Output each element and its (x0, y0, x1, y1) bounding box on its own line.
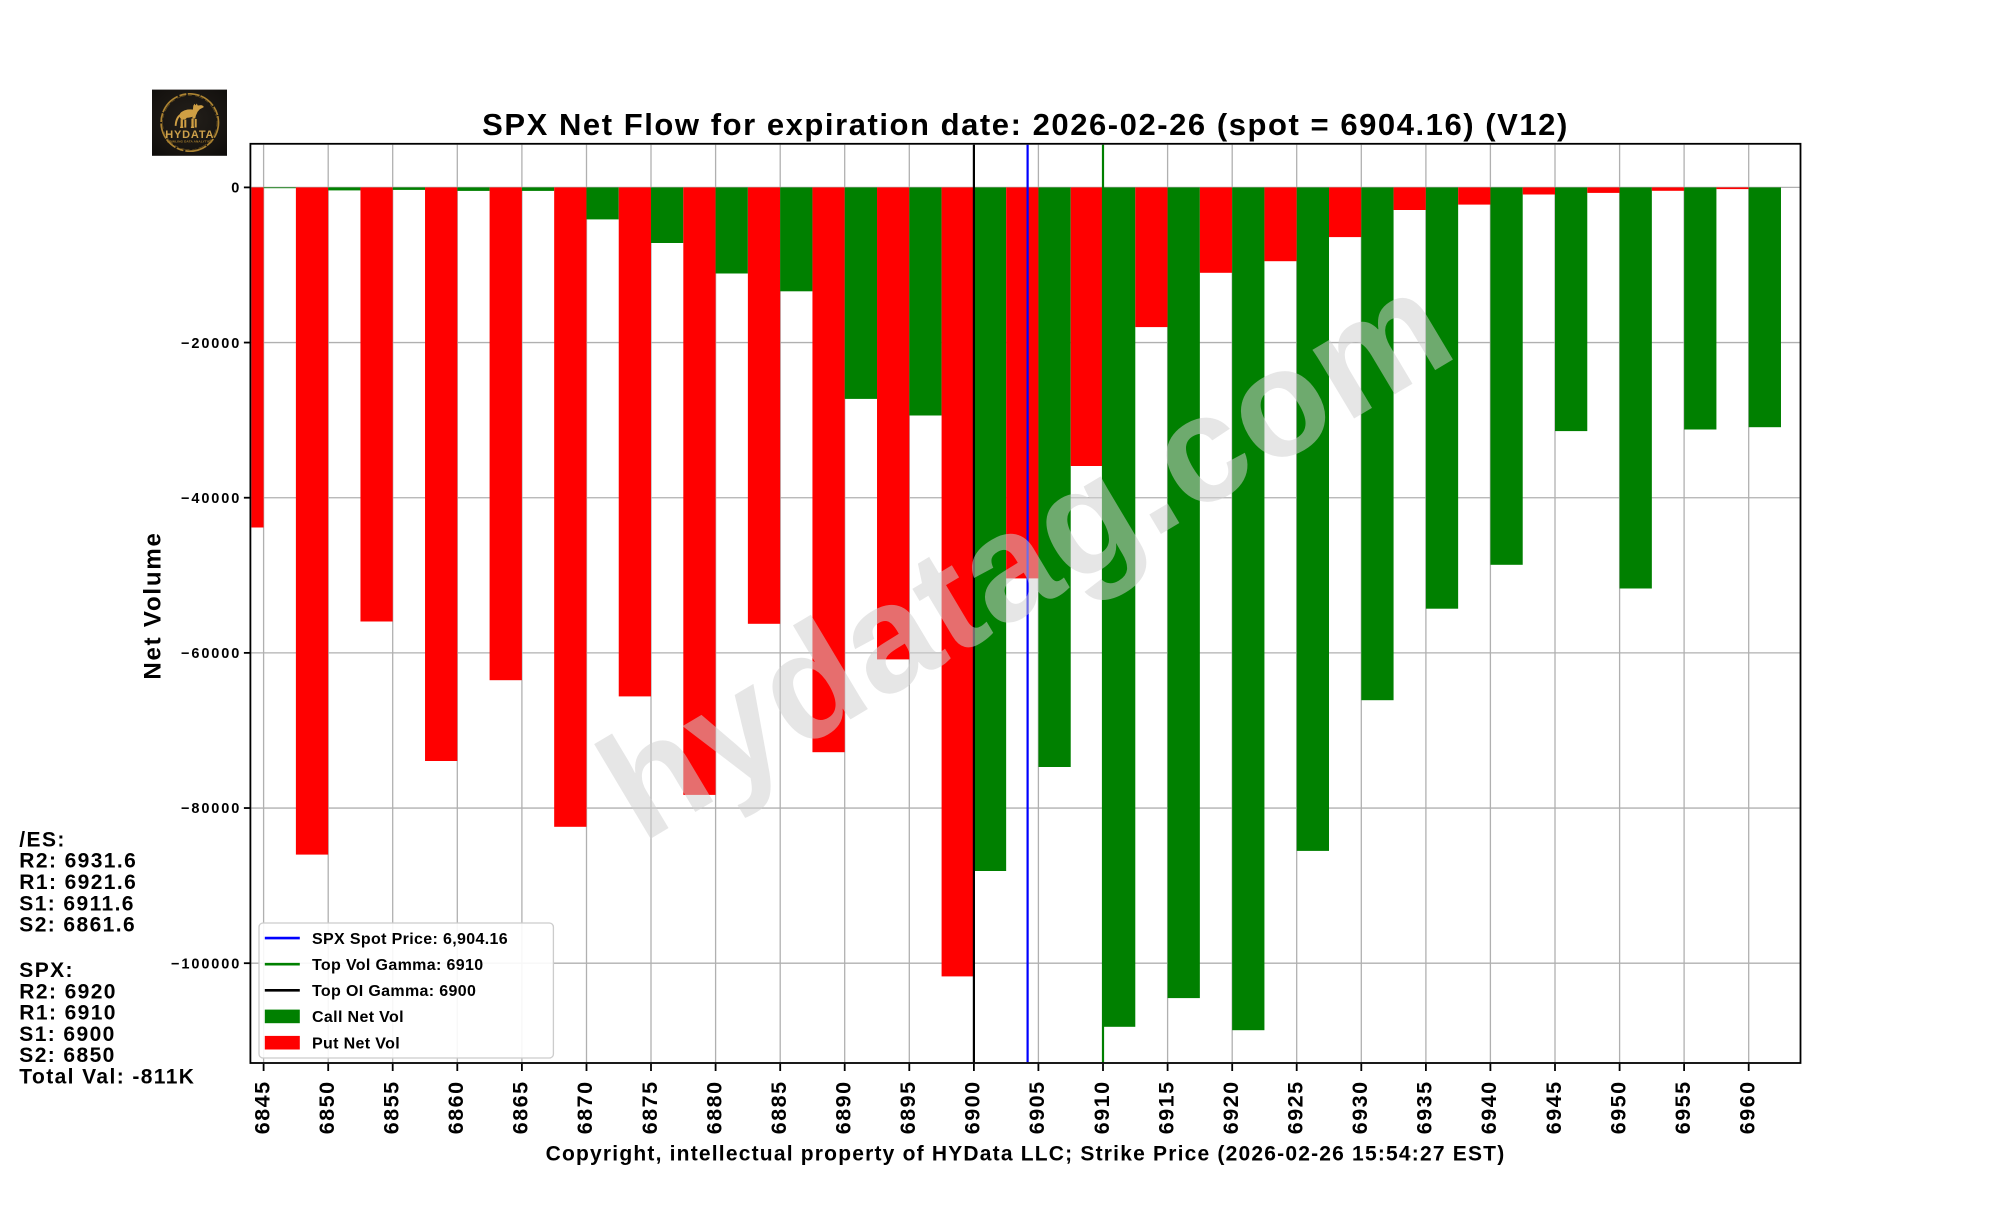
svg-text:−80000: −80000 (181, 801, 241, 817)
svg-text:0: 0 (231, 181, 241, 197)
svg-text:S2: 6850: S2: 6850 (19, 1044, 115, 1067)
svg-text:S1: 6900: S1: 6900 (19, 1023, 115, 1046)
svg-text:−100000: −100000 (171, 956, 241, 972)
svg-text:Copyright, intellectual proper: Copyright, intellectual property of HYDa… (546, 1143, 1506, 1166)
svg-text:6885: 6885 (767, 1080, 791, 1134)
svg-text:/ES:: /ES: (19, 828, 65, 851)
svg-text:S1: 6911.6: S1: 6911.6 (19, 892, 135, 915)
svg-text:R2: 6931.6: R2: 6931.6 (19, 850, 137, 873)
svg-text:6940: 6940 (1477, 1080, 1501, 1134)
svg-text:6875: 6875 (638, 1080, 662, 1134)
svg-text:R2: 6920: R2: 6920 (19, 980, 117, 1003)
svg-text:6860: 6860 (444, 1080, 468, 1134)
svg-text:6855: 6855 (380, 1080, 404, 1134)
svg-text:6905: 6905 (1025, 1080, 1049, 1134)
svg-text:6900: 6900 (961, 1080, 985, 1134)
svg-text:SPX Net Flow for expiration da: SPX Net Flow for expiration date: 2026-0… (482, 107, 1569, 142)
svg-text:−40000: −40000 (181, 491, 241, 507)
svg-text:6955: 6955 (1671, 1080, 1695, 1134)
svg-text:HYDATA: HYDATA (165, 129, 214, 141)
svg-text:R1: 6910: R1: 6910 (19, 1002, 117, 1025)
svg-text:6935: 6935 (1413, 1080, 1437, 1134)
svg-text:6920: 6920 (1219, 1080, 1243, 1134)
svg-text:HOWLING DATA ANALYTICS: HOWLING DATA ANALYTICS (167, 139, 212, 143)
svg-text:6910: 6910 (1090, 1080, 1114, 1134)
svg-text:−60000: −60000 (181, 646, 241, 662)
svg-text:6895: 6895 (896, 1080, 920, 1134)
svg-text:6845: 6845 (250, 1080, 274, 1134)
svg-text:6950: 6950 (1606, 1080, 1630, 1134)
svg-text:Put Net Vol: Put Net Vol (312, 1035, 400, 1052)
svg-text:6865: 6865 (509, 1080, 533, 1134)
svg-text:R1: 6921.6: R1: 6921.6 (19, 871, 137, 894)
svg-text:6890: 6890 (832, 1080, 856, 1134)
svg-text:−20000: −20000 (181, 336, 241, 352)
svg-text:Call Net Vol: Call Net Vol (312, 1009, 404, 1026)
svg-text:Top OI Gamma: 6900: Top OI Gamma: 6900 (312, 983, 476, 1000)
svg-text:Net Volume: Net Volume (139, 531, 166, 679)
svg-text:6880: 6880 (702, 1080, 726, 1134)
svg-text:SPX Spot Price: 6,904.16: SPX Spot Price: 6,904.16 (312, 931, 508, 948)
svg-text:S2: 6861.6: S2: 6861.6 (19, 914, 136, 937)
svg-text:6960: 6960 (1736, 1080, 1760, 1134)
svg-text:Top Vol Gamma: 6910: Top Vol Gamma: 6910 (312, 957, 483, 974)
svg-text:6915: 6915 (1154, 1080, 1178, 1134)
svg-text:6925: 6925 (1284, 1080, 1308, 1134)
svg-text:Total Val: -811K: Total Val: -811K (19, 1066, 195, 1089)
svg-text:6870: 6870 (573, 1080, 597, 1134)
svg-text:6945: 6945 (1542, 1080, 1566, 1134)
svg-text:6930: 6930 (1348, 1080, 1372, 1134)
svg-text:6850: 6850 (315, 1080, 339, 1134)
svg-text:SPX:: SPX: (19, 959, 74, 982)
